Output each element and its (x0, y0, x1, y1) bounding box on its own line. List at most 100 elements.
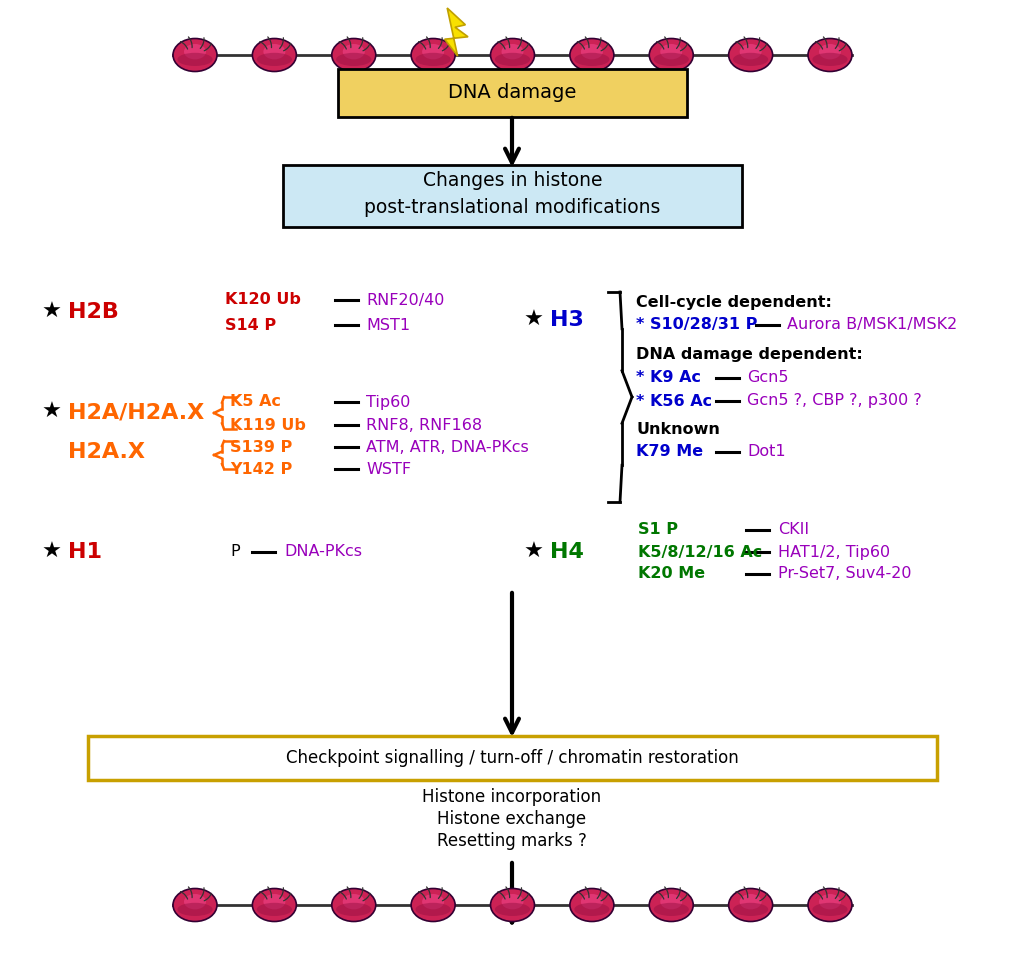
FancyBboxPatch shape (88, 736, 937, 780)
Ellipse shape (263, 44, 285, 60)
Ellipse shape (411, 38, 455, 71)
Ellipse shape (495, 902, 530, 916)
Text: H3: H3 (550, 310, 584, 330)
Ellipse shape (501, 44, 524, 60)
FancyBboxPatch shape (338, 69, 687, 117)
Text: K20 Me: K20 Me (638, 566, 705, 582)
Ellipse shape (660, 894, 683, 909)
Ellipse shape (422, 44, 444, 60)
Ellipse shape (173, 38, 217, 71)
Text: Gcn5: Gcn5 (747, 371, 788, 386)
Ellipse shape (819, 44, 840, 60)
Text: ★: ★ (42, 542, 61, 562)
Ellipse shape (654, 53, 689, 66)
Text: Histone exchange: Histone exchange (438, 810, 586, 828)
Text: H2B: H2B (68, 302, 119, 322)
Text: H2A/H2A.X: H2A/H2A.X (68, 402, 204, 422)
Text: K119 Ub: K119 Ub (230, 418, 305, 433)
Ellipse shape (733, 53, 768, 66)
Ellipse shape (581, 44, 603, 60)
Ellipse shape (184, 894, 206, 909)
Text: P: P (230, 544, 240, 560)
Text: K120 Ub: K120 Ub (226, 293, 301, 307)
Ellipse shape (257, 53, 292, 66)
Ellipse shape (422, 894, 444, 909)
Text: ATM, ATR, DNA-PKcs: ATM, ATR, DNA-PKcs (366, 440, 529, 454)
Ellipse shape (819, 894, 840, 909)
Text: * K9 Ac: * K9 Ac (636, 371, 701, 386)
Text: K5 Ac: K5 Ac (230, 395, 281, 410)
Ellipse shape (257, 902, 292, 916)
Ellipse shape (574, 53, 610, 66)
Text: K79 Me: K79 Me (636, 444, 703, 460)
Text: Cell-cycle dependent:: Cell-cycle dependent: (636, 295, 832, 309)
Text: Checkpoint signalling / turn-off / chromatin restoration: Checkpoint signalling / turn-off / chrom… (286, 749, 739, 767)
Text: Changes in histone
post-translational modifications: Changes in histone post-translational mo… (364, 171, 661, 217)
Text: DNA damage dependent:: DNA damage dependent: (636, 348, 863, 363)
Text: * K56 Ac: * K56 Ac (636, 394, 712, 409)
Polygon shape (445, 8, 468, 56)
Ellipse shape (654, 902, 689, 916)
Ellipse shape (184, 44, 206, 60)
Text: Tip60: Tip60 (366, 395, 410, 410)
Ellipse shape (813, 902, 848, 916)
Text: RNF8, RNF168: RNF8, RNF168 (366, 418, 482, 433)
Ellipse shape (332, 889, 376, 922)
Text: ★: ★ (42, 302, 61, 322)
Text: Gcn5 ?, CBP ?, p300 ?: Gcn5 ?, CBP ?, p300 ? (747, 394, 921, 409)
Text: DNA damage: DNA damage (448, 84, 577, 103)
Text: ★: ★ (524, 542, 544, 562)
Ellipse shape (649, 38, 693, 71)
Ellipse shape (813, 53, 848, 66)
Ellipse shape (342, 44, 365, 60)
Ellipse shape (263, 894, 285, 909)
Ellipse shape (177, 902, 212, 916)
Text: HAT1/2, Tip60: HAT1/2, Tip60 (778, 544, 890, 560)
Ellipse shape (336, 902, 371, 916)
Ellipse shape (411, 889, 455, 922)
Ellipse shape (332, 38, 376, 71)
Ellipse shape (808, 38, 852, 71)
Text: CKII: CKII (778, 522, 809, 538)
Text: S139 P: S139 P (230, 440, 292, 454)
Text: H2A.X: H2A.X (68, 442, 145, 462)
Text: DNA-PKcs: DNA-PKcs (284, 544, 362, 560)
Ellipse shape (660, 44, 683, 60)
Text: * S10/28/31 P: * S10/28/31 P (636, 318, 757, 332)
Text: Pr-Set7, Suv4-20: Pr-Set7, Suv4-20 (778, 566, 911, 582)
Ellipse shape (729, 38, 773, 71)
Text: Dot1: Dot1 (747, 444, 785, 460)
Ellipse shape (415, 902, 451, 916)
Ellipse shape (570, 38, 614, 71)
Text: S1 P: S1 P (638, 522, 678, 538)
Ellipse shape (173, 889, 217, 922)
Text: Aurora B/MSK1/MSK2: Aurora B/MSK1/MSK2 (787, 318, 957, 332)
Ellipse shape (808, 889, 852, 922)
Ellipse shape (336, 53, 371, 66)
Text: Resetting marks ?: Resetting marks ? (437, 832, 587, 850)
Ellipse shape (581, 894, 603, 909)
Ellipse shape (501, 894, 524, 909)
Ellipse shape (740, 44, 762, 60)
Ellipse shape (729, 889, 773, 922)
Text: H4: H4 (550, 542, 584, 562)
Text: H1: H1 (68, 542, 102, 562)
Text: RNF20/40: RNF20/40 (366, 293, 445, 307)
Ellipse shape (342, 894, 365, 909)
Text: ★: ★ (42, 402, 61, 422)
Ellipse shape (252, 38, 296, 71)
Text: K5/8/12/16 Ac: K5/8/12/16 Ac (638, 544, 763, 560)
Text: WSTF: WSTF (366, 462, 411, 476)
FancyBboxPatch shape (283, 165, 742, 227)
Text: Histone incorporation: Histone incorporation (422, 788, 602, 806)
Text: Y142 P: Y142 P (230, 462, 292, 476)
Text: MST1: MST1 (366, 318, 410, 332)
Ellipse shape (570, 889, 614, 922)
Ellipse shape (491, 889, 534, 922)
Ellipse shape (177, 53, 212, 66)
Ellipse shape (740, 894, 762, 909)
Ellipse shape (495, 53, 530, 66)
Text: S14 P: S14 P (226, 318, 276, 332)
Ellipse shape (733, 902, 768, 916)
Text: Unknown: Unknown (636, 422, 720, 438)
